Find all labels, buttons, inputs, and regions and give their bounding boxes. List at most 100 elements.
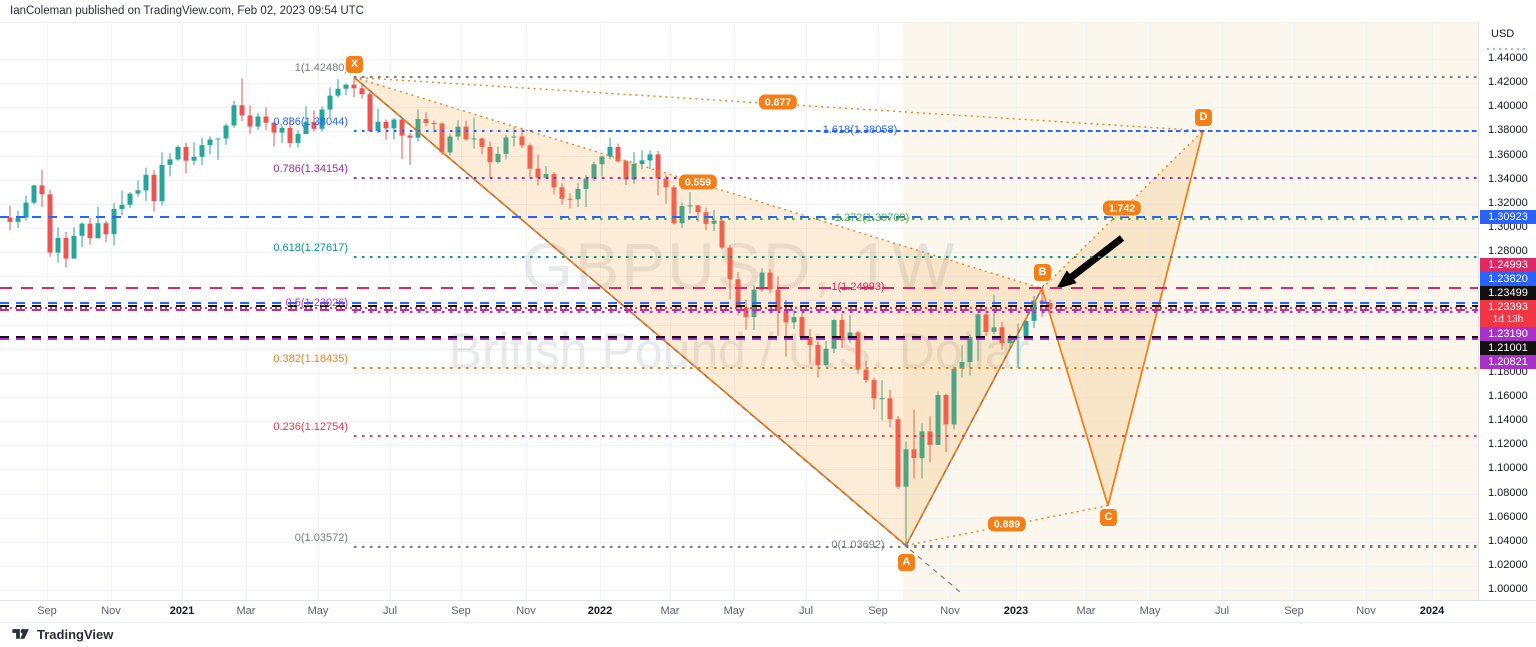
time-tick-year: 2021 [169, 605, 195, 617]
pattern-point-c[interactable]: C [1100, 509, 1117, 526]
price-tick: 1.16000 [1488, 390, 1528, 402]
pattern-ratio-badge[interactable]: 0.889 [987, 516, 1027, 532]
time-tick-month: Jul [1214, 605, 1230, 617]
grid-vline [111, 22, 112, 600]
tradingview-logo-text: TradingView [37, 627, 114, 642]
price-alert-line[interactable] [0, 216, 1478, 218]
fib-level-line[interactable] [354, 177, 1478, 179]
fib-level-label[interactable]: 0.236(1.12754) [273, 421, 348, 433]
price-badge-countdown: 1d 13h [1492, 314, 1524, 325]
grid-hline [0, 469, 1478, 470]
fib-extension-line[interactable] [906, 545, 1478, 547]
tradingview-logo[interactable]: TradingView [12, 627, 113, 642]
price-tick: 1.10000 [1488, 462, 1528, 474]
grid-hline [0, 445, 1478, 446]
fib-level-label[interactable]: 0.382(1.18435) [273, 353, 348, 365]
fib-level-line[interactable] [354, 546, 1478, 548]
fib-level-label[interactable]: 0.5(1.23026) [285, 297, 348, 309]
header-divider [0, 22, 1536, 23]
time-tick-month: May [723, 605, 745, 617]
price-badge-value: 1.23190 [1488, 328, 1528, 340]
fib-extension-line[interactable] [560, 130, 1478, 132]
grid-hline [0, 590, 1478, 591]
fib-level-label[interactable]: 0.886(1.38044) [273, 116, 348, 128]
price-tick: 1.12000 [1488, 438, 1528, 450]
price-tick: 1.44000 [1488, 52, 1528, 64]
price-tick: 1.18000 [1488, 366, 1528, 378]
grid-vline [47, 22, 48, 600]
grid-hline [0, 518, 1478, 519]
price-tick: 1.04000 [1488, 535, 1528, 547]
fib-level-label[interactable]: 0.786(1.34154) [273, 163, 348, 175]
pattern-ratio-badge[interactable]: 0.877 [758, 94, 798, 110]
grid-vline [182, 22, 183, 600]
price-alert-line[interactable] [0, 336, 1478, 338]
time-tick-month: Jul [798, 605, 814, 617]
price-badge-value: 1.21001 [1488, 342, 1528, 354]
grid-hline [0, 228, 1478, 229]
time-tick-year: 2023 [1003, 605, 1029, 617]
pattern-ratio-badge[interactable]: 0.559 [678, 174, 718, 190]
currency-label: USD [1491, 28, 1515, 40]
fib-level-line[interactable] [354, 311, 1478, 313]
time-tick-year: 2024 [1419, 605, 1445, 617]
grid-hline [0, 421, 1478, 422]
fib-extension-label[interactable]: 1.618(1.38058) [822, 124, 898, 136]
fib-extension-label[interactable]: 1.272(1.30709) [834, 212, 910, 224]
price-tick: 1.36000 [1488, 149, 1528, 161]
price-tick: 1.34000 [1488, 173, 1528, 185]
fib-level-label[interactable]: 1(1.42480) [294, 62, 348, 74]
price-badge: 1.24993 [1480, 258, 1536, 272]
price-alert-line[interactable] [0, 305, 1478, 307]
pattern-point-x[interactable]: X [346, 56, 363, 73]
price-badge: 1.30923 [1480, 210, 1536, 224]
fib-level-line[interactable] [354, 367, 1478, 369]
price-badge: 1.23820 [1480, 272, 1536, 286]
price-tick: 1.14000 [1488, 414, 1528, 426]
price-tick: 1.38000 [1488, 124, 1528, 136]
time-tick-month: Nov [101, 605, 121, 617]
pattern-point-d[interactable]: D [1195, 109, 1212, 126]
pattern-point-b[interactable]: B [1034, 264, 1051, 281]
grid-hline [0, 156, 1478, 157]
time-tick-month: May [307, 605, 329, 617]
time-axis[interactable]: Sep Nov 2021 Mar May Jul Sep Nov 2022 Mar May Jul Se… [0, 600, 1536, 623]
pattern-ratio-badge[interactable]: 1.742 [1102, 200, 1142, 216]
fib-level-line[interactable] [354, 435, 1478, 437]
price-tick: 1.00000 [1488, 583, 1528, 595]
price-alert-line[interactable] [0, 309, 1478, 311]
price-badge-value: 1.23393 [1488, 301, 1528, 313]
time-tick-month: Nov [940, 605, 960, 617]
time-tick-month: Sep [1284, 605, 1304, 617]
fib-extension-line[interactable] [560, 218, 1478, 220]
attribution-text: IanColeman published on TradingView.com,… [10, 5, 364, 17]
grid-hline [0, 542, 1478, 543]
grid-hline [0, 107, 1478, 108]
price-alert-line[interactable] [0, 307, 1478, 309]
time-tick-month: Sep [451, 605, 471, 617]
price-axis[interactable]: USD 1.44000 1.42000 1.40000 1.38000 1.36000 1… [1478, 22, 1536, 622]
fib-level-label[interactable]: 0(1.03572) [294, 532, 348, 544]
price-alert-line[interactable] [0, 287, 1478, 289]
price-badge-value: 1.30923 [1488, 211, 1528, 223]
grid-hline [0, 83, 1478, 84]
fib-extension-label[interactable]: 0(1.03692) [831, 539, 885, 551]
price-alert-line[interactable] [0, 338, 1478, 340]
grid-vline [318, 22, 319, 600]
fib-level-label[interactable]: 0.618(1.27617) [273, 242, 348, 254]
price-alert-line[interactable] [0, 302, 1478, 304]
fib-level-line[interactable] [354, 76, 1478, 78]
price-badge: 1.23190 [1480, 327, 1536, 341]
pattern-point-a[interactable]: A [898, 554, 915, 571]
price-tick: 1.32000 [1488, 197, 1528, 209]
grid-hline [0, 204, 1478, 205]
price-tick: 1.02000 [1488, 559, 1528, 571]
fib-level-line[interactable] [354, 256, 1478, 258]
price-line-label[interactable]: 1(1.24993) [831, 281, 885, 293]
grid-hline [0, 397, 1478, 398]
grid-hline [0, 349, 1478, 350]
price-badge-value: 1.20821 [1488, 356, 1528, 368]
tradingview-logo-icon [12, 628, 29, 639]
